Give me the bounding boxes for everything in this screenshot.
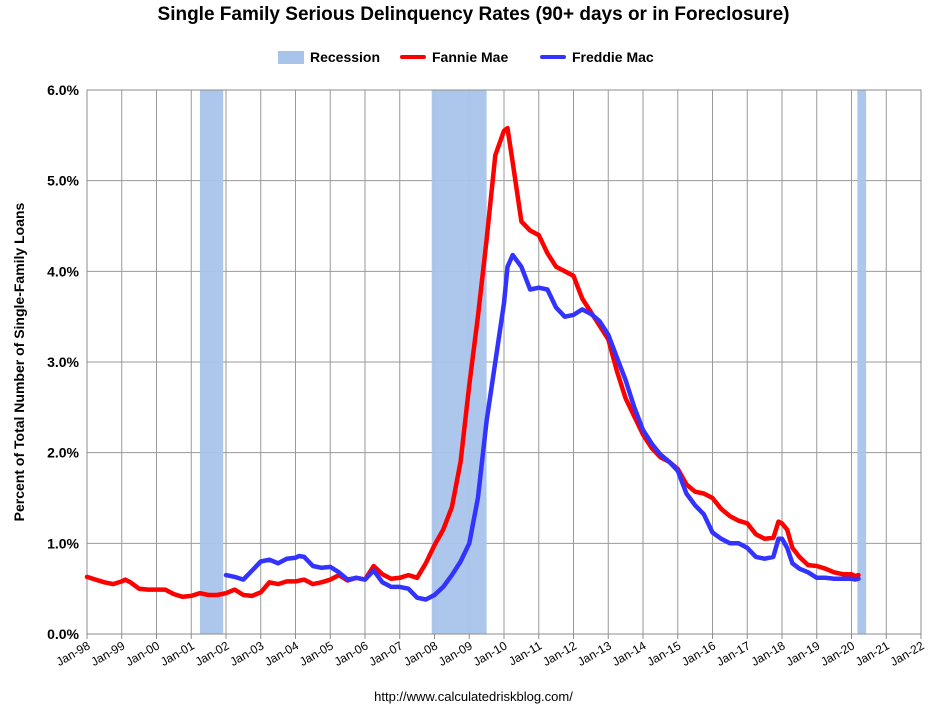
- recession-band-0: [199, 90, 224, 634]
- legend-swatch-fannie-mae: [400, 55, 426, 59]
- x-tick-label-15: Jan-13: [575, 638, 614, 669]
- x-tick-label-24: Jan-22: [888, 638, 927, 669]
- recession-band-1: [431, 90, 487, 634]
- x-tick-label-8: Jan-06: [332, 638, 371, 669]
- x-tick-label-12: Jan-10: [471, 638, 510, 669]
- y-tick-label-0: 0.0%: [47, 626, 79, 642]
- y-tick-label-5: 5.0%: [47, 173, 79, 189]
- x-tick-label-10: Jan-08: [401, 638, 440, 669]
- x-tick-label-0: Jan-98: [54, 638, 93, 669]
- legend-label-fannie-mae: Fannie Mae: [432, 49, 509, 65]
- series-line-freddie-mac: [223, 252, 861, 602]
- x-tick-label-6: Jan-04: [262, 638, 301, 669]
- y-tick-label-4: 4.0%: [47, 263, 79, 279]
- x-tick-label-22: Jan-20: [818, 638, 857, 669]
- source-url: http://www.calculatedriskblog.com/: [374, 689, 573, 704]
- x-tick-label-14: Jan-12: [540, 638, 579, 669]
- x-tick-label-11: Jan-09: [436, 638, 475, 669]
- y-tick-label-1: 1.0%: [47, 535, 79, 551]
- legend-item-freddie-mac: Freddie Mac: [540, 46, 654, 68]
- legend-swatch-freddie-mac: [540, 55, 566, 59]
- x-tick-label-17: Jan-15: [644, 638, 683, 669]
- recession-band-2: [857, 90, 867, 634]
- legend-label-recession: Recession: [310, 49, 381, 65]
- series-line-fannie-mae: [84, 125, 861, 600]
- x-tick-label-2: Jan-00: [123, 638, 162, 669]
- legend-swatch-recession: [278, 50, 304, 64]
- x-tick-label-3: Jan-01: [158, 638, 197, 669]
- x-tick-label-7: Jan-05: [297, 638, 336, 669]
- x-tick-label-23: Jan-21: [853, 638, 892, 669]
- y-tick-label-6: 6.0%: [47, 82, 79, 98]
- x-tick-label-1: Jan-99: [88, 638, 127, 669]
- x-tick-label-21: Jan-19: [783, 638, 822, 669]
- x-tick-label-4: Jan-02: [193, 638, 232, 669]
- x-tick-label-5: Jan-03: [227, 638, 266, 669]
- x-tick-label-9: Jan-07: [366, 638, 405, 669]
- legend-item-fannie-mae: Fannie Mae: [400, 46, 508, 68]
- x-tick-label-16: Jan-14: [610, 638, 649, 669]
- y-tick-label-2: 2.0%: [47, 445, 79, 461]
- legend: Recession Fannie Mae Freddie Mac: [0, 46, 947, 68]
- y-tick-label-3: 3.0%: [47, 354, 79, 370]
- legend-item-recession: Recession: [278, 46, 380, 68]
- legend-label-freddie-mac: Freddie Mac: [572, 49, 654, 65]
- x-tick-label-13: Jan-11: [506, 638, 544, 668]
- x-tick-label-20: Jan-18: [749, 638, 788, 669]
- x-tick-label-19: Jan-17: [714, 638, 753, 669]
- chart-title: Single Family Serious Delinquency Rates …: [157, 4, 790, 25]
- x-tick-label-18: Jan-16: [679, 638, 718, 669]
